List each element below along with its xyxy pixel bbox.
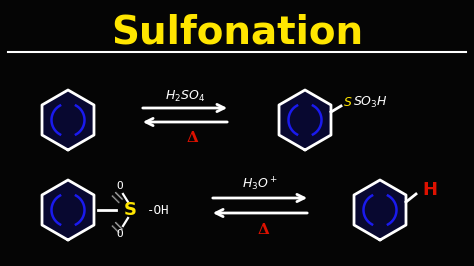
- Text: S: S: [124, 201, 137, 219]
- Polygon shape: [42, 90, 94, 150]
- Text: Δ: Δ: [186, 131, 198, 145]
- Text: $H_3O^+$: $H_3O^+$: [242, 175, 278, 193]
- Text: H: H: [422, 181, 438, 199]
- Text: ||: ||: [109, 187, 125, 203]
- Text: O: O: [117, 181, 123, 191]
- Text: $S$: $S$: [343, 95, 353, 109]
- Text: Δ: Δ: [257, 223, 269, 237]
- Polygon shape: [42, 180, 94, 240]
- Polygon shape: [354, 180, 406, 240]
- Polygon shape: [279, 90, 331, 150]
- Text: Sulfonation: Sulfonation: [111, 13, 363, 51]
- Text: ||: ||: [109, 217, 125, 233]
- Text: $H_2SO_4$: $H_2SO_4$: [165, 89, 205, 103]
- Text: -OH: -OH: [147, 203, 169, 217]
- Text: $SO_3H$: $SO_3H$: [353, 94, 387, 110]
- Text: O: O: [117, 229, 123, 239]
